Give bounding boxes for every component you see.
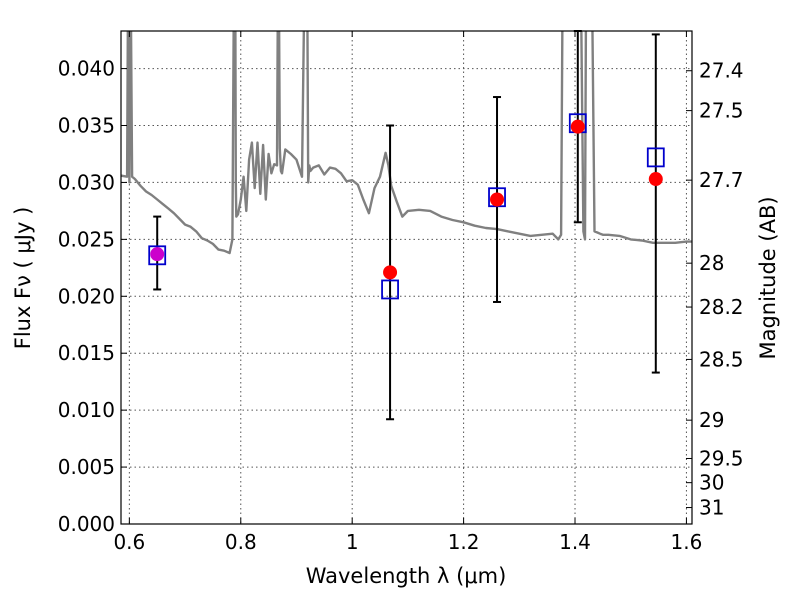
y-tick-label: 0.000 (58, 512, 115, 536)
y-tick-label: 0.015 (58, 341, 115, 365)
x-tick-label: 1.2 (448, 530, 480, 554)
mag-tick-label: 27.7 (699, 168, 744, 192)
model-square-marker (148, 245, 167, 266)
x-tick-label: 0.8 (225, 530, 257, 554)
observed-flux-point (150, 247, 165, 262)
observed-flux-point (648, 172, 663, 187)
mag-tick-label: 28 (699, 251, 724, 275)
model-square-marker (381, 279, 399, 300)
observed-flux-point (490, 192, 505, 207)
y-tick-label: 0.035 (58, 114, 115, 138)
y-tick-label: 0.040 (58, 57, 115, 81)
mag-tick-label: 28.2 (699, 295, 744, 319)
x-tick-label: 0.6 (113, 530, 145, 554)
y-tick-label: 0.010 (58, 398, 115, 422)
mag-tick-label: 29.5 (699, 446, 744, 470)
marker-layer (148, 113, 665, 300)
x-tick-label: 1.4 (559, 530, 591, 554)
mag-tick-label: 28.5 (699, 347, 744, 371)
plot-frame (120, 30, 693, 525)
y-axis-label: Flux Fν ( μJy ) (11, 207, 35, 350)
y-tick-label: 0.020 (58, 284, 115, 308)
x-axis-label: Wavelength λ (μm) (306, 564, 507, 588)
mag-tick-label: 31 (699, 496, 724, 520)
tick-layer: 0.6 0.8 1 1.2 1.4 1.6 0.000 0.005 0.010 0.015 0.02… (58, 31, 744, 554)
model-square-marker (646, 147, 665, 168)
grid-layer (121, 31, 692, 525)
mag-tick-label: 29 (699, 408, 724, 432)
y-tick-label: 0.005 (58, 455, 115, 479)
observed-flux-point (383, 265, 398, 280)
y-tick-label: 0.025 (58, 227, 115, 251)
mag-tick-label: 27.5 (699, 99, 744, 123)
x-tick-label: 1.6 (671, 530, 703, 554)
mag-tick-label: 30 (699, 471, 724, 495)
model-spectrum-line (121, 31, 692, 255)
x-tick-label: 1 (346, 530, 359, 554)
y2-axis-label: Magnitude (AB) (756, 196, 780, 359)
spectrum-layer (121, 31, 692, 255)
y-tick-label: 0.030 (58, 170, 115, 194)
observed-flux-point (570, 119, 585, 134)
mag-tick-label: 27.4 (699, 59, 744, 83)
